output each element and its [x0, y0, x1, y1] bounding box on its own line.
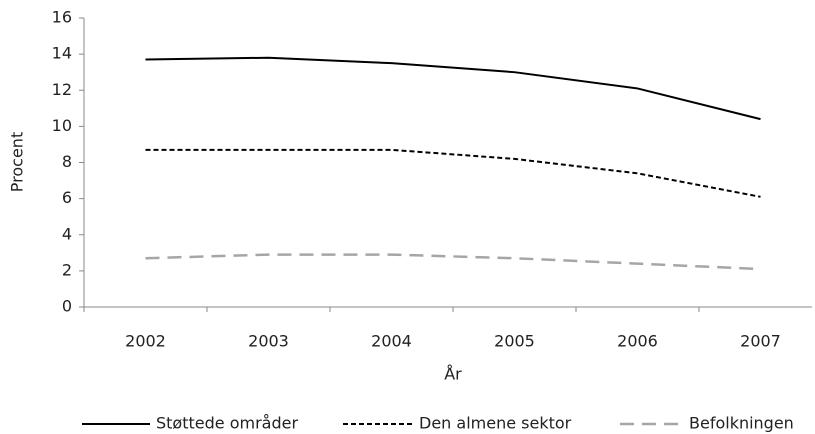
y-tick-label: 8	[62, 152, 72, 171]
x-tick-label: 2002	[125, 332, 166, 351]
x-tick-label: 2007	[740, 332, 781, 351]
x-tick-label: 2005	[494, 332, 535, 351]
x-tick-label: 2004	[371, 332, 412, 351]
y-tick-label: 10	[52, 116, 72, 135]
y-tick-label: 2	[62, 260, 72, 279]
x-tick-label: 2003	[248, 332, 289, 351]
series-line	[145, 148, 761, 198]
legend-label: Støttede områder	[156, 414, 298, 433]
y-tick-label: 12	[52, 80, 72, 99]
y-tick-label: 6	[62, 188, 72, 207]
x-tick-label: 2006	[617, 332, 658, 351]
y-tick-label: 16	[52, 8, 72, 27]
legend-label: Den almene sektor	[419, 414, 572, 433]
y-axis-label: Procent	[8, 132, 27, 192]
y-tick-label: 0	[62, 297, 72, 316]
x-axis-label: År	[444, 365, 462, 384]
y-tick-label: 14	[52, 44, 72, 63]
series-line	[145, 253, 761, 271]
y-tick-label: 4	[62, 224, 72, 243]
legend-label: Befolkningen	[689, 414, 794, 433]
series-line	[145, 56, 761, 121]
